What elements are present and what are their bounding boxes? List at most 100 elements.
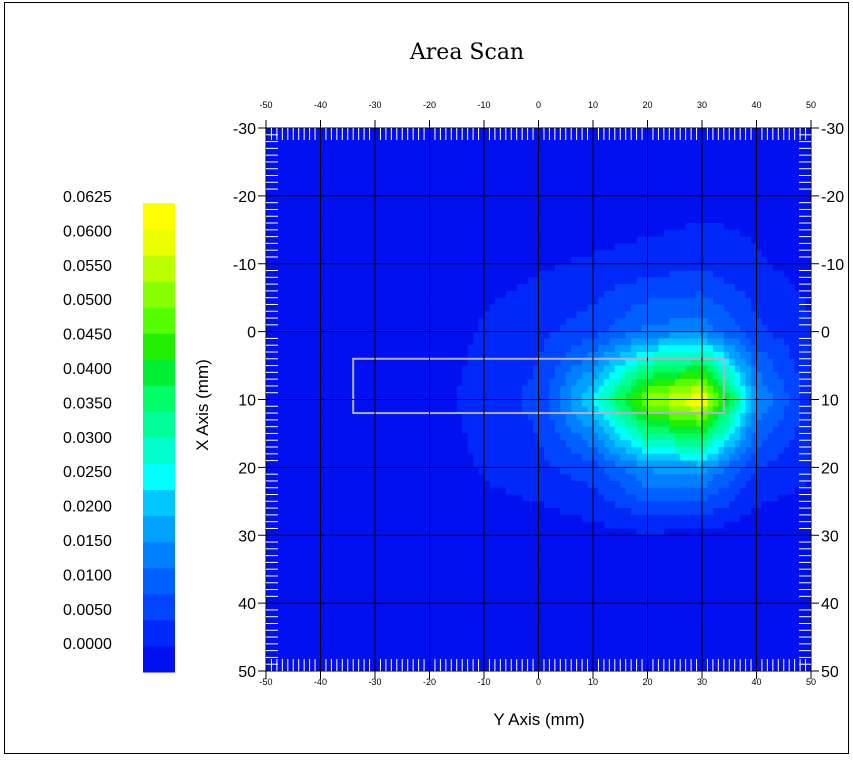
heat-cell <box>418 419 425 428</box>
heat-cell <box>685 128 692 136</box>
heat-cell <box>358 229 365 238</box>
heat-cell <box>729 385 736 394</box>
heat-cell <box>478 447 485 455</box>
heat-cell <box>402 351 409 360</box>
heat-cell <box>418 324 425 333</box>
heat-cell <box>767 453 774 462</box>
heat-cell <box>347 351 354 360</box>
heat-cell <box>467 128 474 136</box>
heat-cell <box>462 338 469 346</box>
heat-cell <box>434 426 441 435</box>
heat-cell <box>402 250 409 258</box>
heat-cell <box>385 128 392 136</box>
heat-cell <box>522 365 529 373</box>
heat-cell <box>325 311 332 319</box>
heat-cell <box>287 243 294 251</box>
heat-cell <box>336 148 343 156</box>
heat-cell <box>440 168 447 177</box>
heat-cell <box>663 318 670 326</box>
heat-cell <box>723 385 730 394</box>
heat-cell <box>413 128 420 136</box>
heat-cell <box>751 331 758 340</box>
heat-cell <box>325 365 332 373</box>
heat-cell <box>375 372 382 380</box>
heat-cell <box>522 392 529 401</box>
heat-cell <box>451 399 458 407</box>
heat-cell <box>576 175 583 183</box>
heat-cell <box>336 324 343 333</box>
heat-cell <box>729 202 736 211</box>
heat-cell <box>309 223 316 231</box>
heat-cell <box>282 392 289 401</box>
heat-cell <box>587 304 594 312</box>
heat-cell <box>702 385 709 394</box>
heat-cell <box>304 128 311 136</box>
heat-cell <box>440 447 447 455</box>
heat-cell <box>740 202 747 211</box>
heat-cell <box>293 202 300 211</box>
heat-cell <box>467 189 474 197</box>
heat-cell <box>266 256 273 265</box>
heat-cell <box>767 338 774 346</box>
heat-cell <box>451 413 458 421</box>
heat-cell <box>336 453 343 462</box>
heat-cell <box>587 256 594 265</box>
heat-cell <box>358 392 365 401</box>
heat-cell <box>565 182 572 190</box>
heat-cell <box>473 365 480 373</box>
heat-cell <box>603 453 610 462</box>
heat-cell <box>734 385 741 394</box>
heat-cell <box>745 134 752 143</box>
heat-cell <box>794 250 801 258</box>
heat-cell <box>358 263 365 272</box>
heat-cell <box>560 365 567 373</box>
heat-cell <box>418 148 425 156</box>
heat-cell <box>576 243 583 251</box>
heat-cell <box>304 277 311 285</box>
heat-cell <box>729 460 736 468</box>
heat-cell <box>380 243 387 251</box>
heat-cell <box>614 195 621 204</box>
heat-cell <box>375 263 382 272</box>
heat-cell <box>385 351 392 360</box>
heat-cell <box>625 189 632 197</box>
heat-cell <box>451 447 458 455</box>
heat-cell <box>369 426 376 435</box>
heat-cell <box>734 372 741 380</box>
heat-cell <box>429 372 436 380</box>
heat-cell <box>462 385 469 394</box>
heat-cell <box>571 406 578 414</box>
heat-cell <box>805 358 811 367</box>
heat-cell <box>473 433 480 441</box>
heat-cell <box>598 318 605 326</box>
heat-cell <box>516 297 523 306</box>
heat-cell <box>642 270 649 278</box>
heat-cell <box>473 372 480 380</box>
heat-cell <box>603 148 610 156</box>
heat-cell <box>391 189 398 197</box>
heat-cell <box>794 379 801 387</box>
heat-cell <box>729 345 736 353</box>
heat-cell <box>565 256 572 265</box>
heat-cell <box>723 148 730 156</box>
heat-cell <box>440 379 447 387</box>
heat-cell <box>418 216 425 224</box>
heat-cell <box>522 189 529 197</box>
heat-cell <box>380 358 387 367</box>
heat-cell <box>543 413 550 421</box>
heat-cell <box>347 168 354 177</box>
heat-cell <box>565 209 572 217</box>
heat-cell <box>571 372 578 380</box>
heat-cell <box>565 297 572 306</box>
heat-cell <box>358 236 365 244</box>
heat-cell <box>527 277 534 285</box>
heat-cell <box>407 304 414 312</box>
heat-cell <box>609 345 616 353</box>
heat-cell <box>549 433 556 441</box>
heat-cell <box>751 148 758 156</box>
heat-cell <box>543 128 550 136</box>
heat-cell <box>336 297 343 306</box>
heat-cell <box>320 209 327 217</box>
heat-cell <box>440 229 447 238</box>
heat-cell <box>543 338 550 346</box>
